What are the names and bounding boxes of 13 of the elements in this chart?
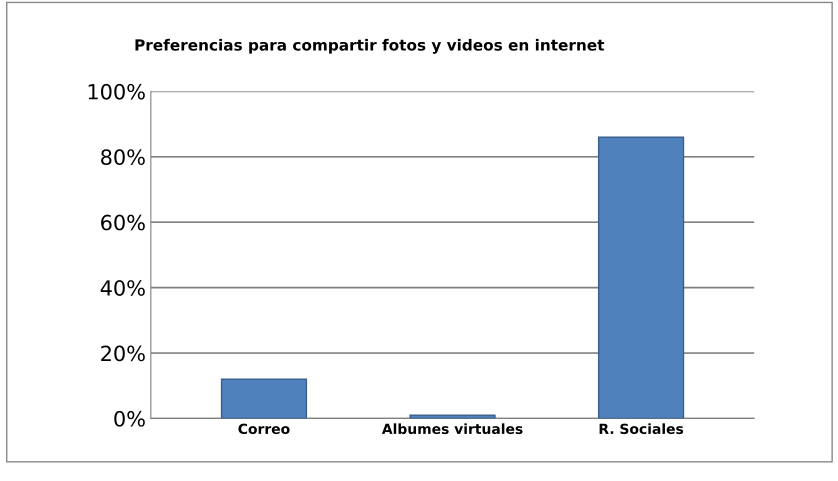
chart-title: Preferencias para compartir fotos y videos en internet bbox=[135, 38, 604, 54]
x-tick-label: Albumes virtuales bbox=[382, 423, 523, 434]
y-tick-label: 100% bbox=[88, 84, 145, 100]
y-tick-label: 20% bbox=[101, 346, 145, 362]
y-tick-label: 60% bbox=[101, 214, 145, 230]
x-tick-label: R. Sociales bbox=[600, 423, 684, 434]
bar bbox=[220, 378, 308, 418]
y-tick-label: 40% bbox=[100, 280, 145, 296]
x-tick-label: Correo bbox=[238, 424, 290, 434]
y-tick-label: 0% bbox=[114, 410, 145, 427]
bar bbox=[409, 414, 496, 418]
y-tick-label: 80% bbox=[101, 149, 145, 166]
bar bbox=[598, 136, 684, 418]
